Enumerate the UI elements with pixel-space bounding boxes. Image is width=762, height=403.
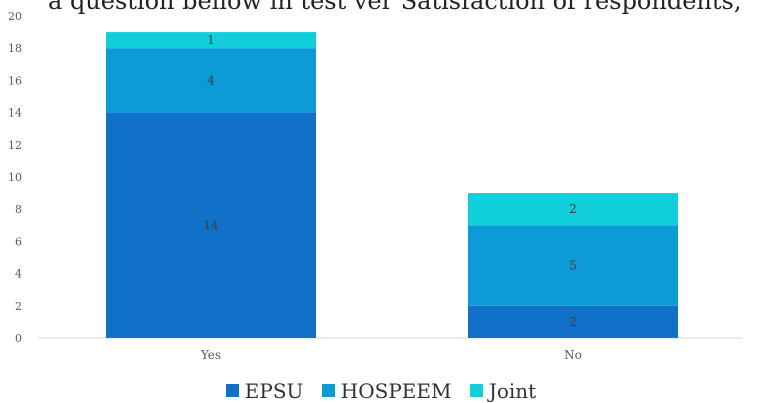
legend-label-hospeem: HOSPEEM	[340, 378, 452, 403]
y-tick-label-14: 14	[8, 107, 22, 120]
y-tick-label-16: 16	[8, 74, 22, 87]
y-tick-label-10: 10	[8, 171, 22, 184]
bar-hospeem-yes	[106, 48, 316, 113]
data-label-hospeem-no: 5	[569, 259, 577, 273]
top-caption: a question bellow in test ver Satisfacti…	[48, 0, 742, 15]
y-tick-label-8: 8	[15, 203, 22, 216]
data-label-joint-yes: 1	[207, 33, 215, 47]
y-tick-label-12: 12	[8, 139, 22, 152]
data-label-epsu-no: 2	[569, 315, 577, 329]
legend-swatch-hospeem	[321, 384, 335, 397]
bar-joint-yes	[106, 32, 316, 49]
y-tick-label-2: 2	[15, 300, 22, 313]
stacked-bar-chart: 0 2 4 6 8 10 12 14 16 18 20 14 4 1 Yes 2 5 2 No	[8, 10, 742, 362]
legend-item-hospeem: HOSPEEM	[321, 378, 452, 403]
data-label-epsu-yes: 14	[203, 218, 219, 232]
y-tick-label-4: 4	[15, 268, 22, 281]
y-tick-label-18: 18	[8, 42, 22, 55]
y-tick-label-20: 20	[8, 10, 22, 23]
legend-swatch-epsu	[225, 384, 239, 397]
legend-item-epsu: EPSU	[225, 378, 304, 403]
legend-swatch-joint	[469, 384, 483, 397]
y-tick-label-0: 0	[15, 332, 22, 345]
bar-joint-no	[468, 193, 678, 226]
data-label-hospeem-yes: 4	[207, 73, 215, 87]
x-category-label-yes: Yes	[200, 348, 221, 362]
bar-hospeem-no	[468, 225, 678, 306]
legend-label-epsu: EPSU	[244, 378, 304, 403]
bar-epsu-no	[468, 305, 678, 338]
legend-item-joint: Joint	[469, 378, 537, 403]
legend: EPSU HOSPEEM Joint	[0, 378, 762, 403]
x-category-label-no: No	[564, 348, 582, 362]
data-label-joint-no: 2	[569, 202, 577, 216]
y-tick-label-6: 6	[15, 235, 22, 248]
bar-epsu-yes	[106, 112, 316, 338]
legend-label-joint: Joint	[488, 378, 537, 403]
